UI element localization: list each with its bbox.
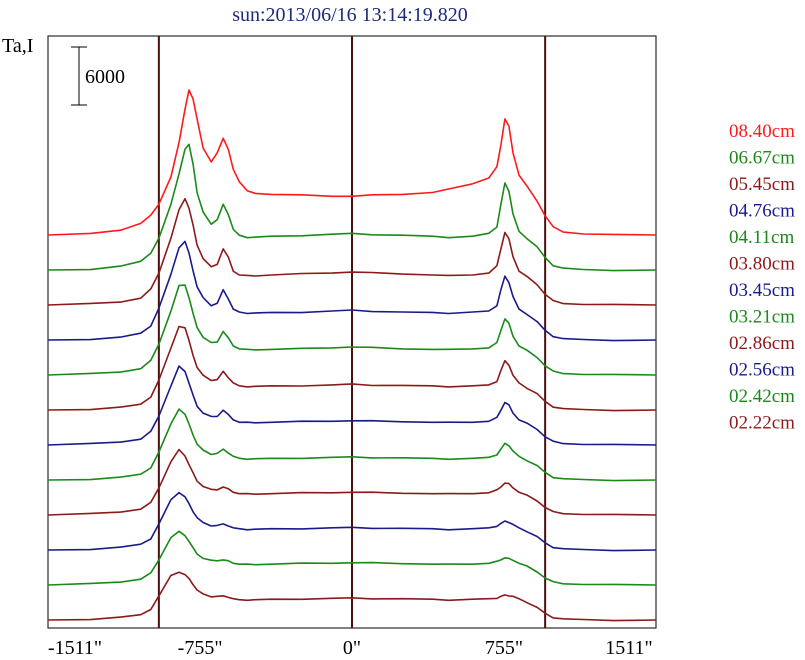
- x-tick-label: 1511": [605, 637, 652, 659]
- x-tick-label: 755": [485, 637, 523, 659]
- legend-label-04.76cm: 04.76cm: [729, 201, 795, 222]
- y-axis-label: Ta,I: [2, 35, 33, 57]
- legend-label-03.21cm: 03.21cm: [729, 307, 795, 328]
- series-line-04.11cm: [47, 284, 657, 376]
- series-line-02.86cm: [47, 448, 657, 516]
- scale-bar-label: 6000: [85, 66, 125, 88]
- series-line-02.42cm: [47, 530, 657, 586]
- scale-bar: 6000: [71, 46, 125, 106]
- series-line-05.45cm: [47, 197, 657, 306]
- legend: 08.40cm 06.67cm 05.45cm 04.76cm 04.11cm 03.80…: [729, 121, 795, 434]
- series-line-06.67cm: [47, 143, 657, 272]
- series-line-08.40cm: [47, 89, 657, 236]
- x-tick-labels: -1511" -755" 0" 755" 1511": [48, 637, 653, 659]
- legend-label-05.45cm: 05.45cm: [729, 174, 795, 195]
- series-line-02.22cm: [47, 571, 657, 622]
- legend-label-03.80cm: 03.80cm: [729, 254, 795, 275]
- legend-label-02.56cm: 02.56cm: [729, 360, 795, 381]
- series-lines: [47, 89, 657, 622]
- legend-label-02.22cm: 02.22cm: [729, 413, 795, 434]
- series-line-04.76cm: [47, 240, 657, 342]
- x-tick-label: 0": [343, 637, 361, 659]
- legend-label-04.11cm: 04.11cm: [729, 227, 794, 248]
- series-line-03.21cm: [47, 408, 657, 482]
- legend-label-06.67cm: 06.67cm: [729, 148, 795, 169]
- legend-label-08.40cm: 08.40cm: [729, 121, 795, 142]
- series-line-03.45cm: [47, 365, 657, 446]
- series-line-02.56cm: [47, 491, 657, 552]
- reference-lines: [157, 36, 547, 628]
- legend-label-02.86cm: 02.86cm: [729, 333, 795, 354]
- series-line-03.80cm: [47, 325, 657, 412]
- legend-label-02.42cm: 02.42cm: [729, 386, 795, 407]
- chart-title: sun:2013/06/16 13:14:19.820: [232, 4, 468, 26]
- legend-label-03.45cm: 03.45cm: [729, 280, 795, 301]
- x-tick-label: -1511": [48, 637, 102, 659]
- x-tick-label: -755": [178, 637, 223, 659]
